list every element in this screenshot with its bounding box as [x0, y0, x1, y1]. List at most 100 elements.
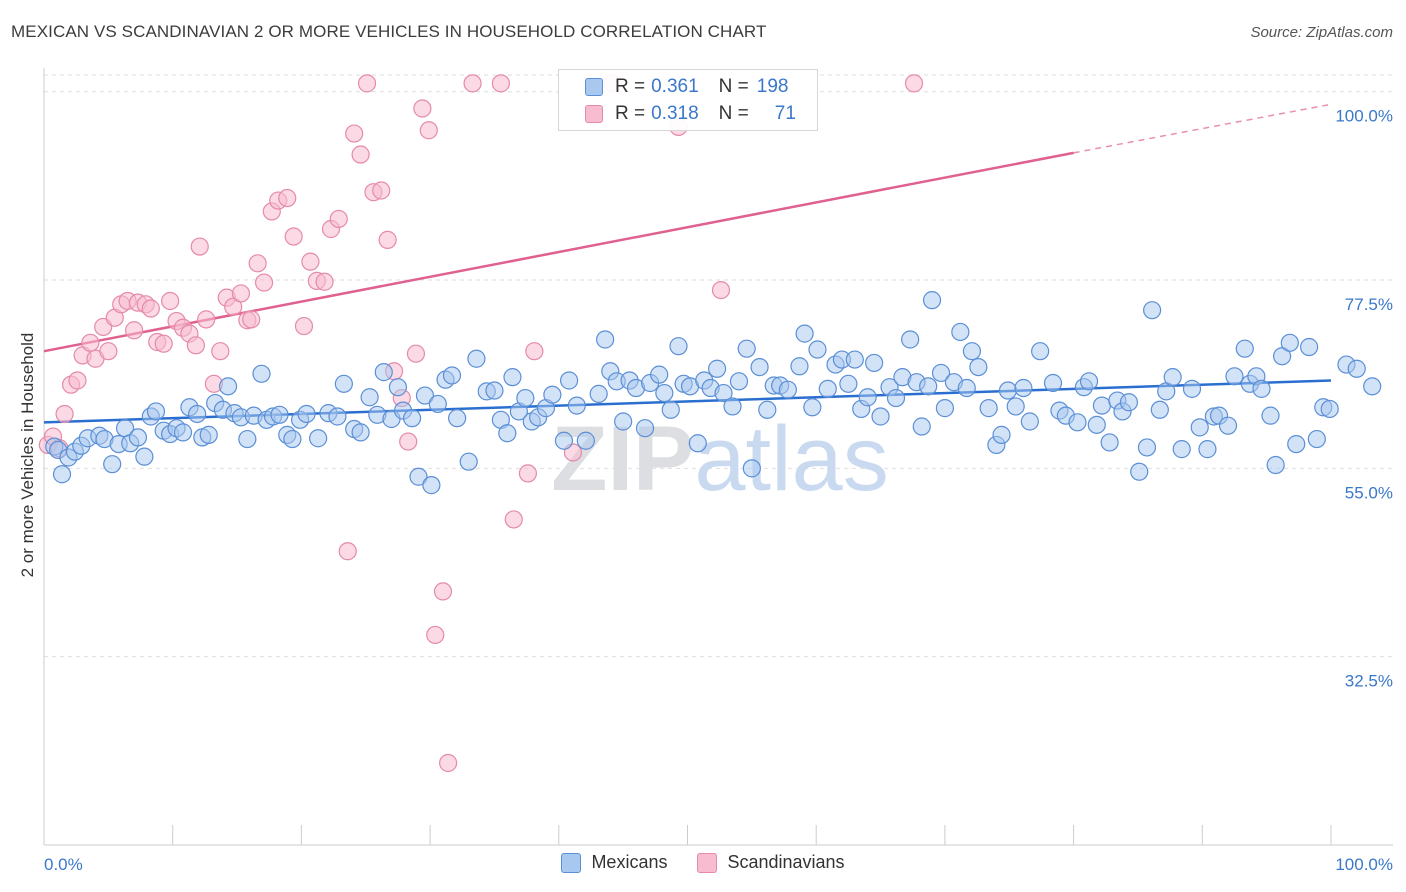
mexican-point: [135, 447, 154, 466]
mexican-point: [442, 366, 462, 385]
mexican-point: [818, 379, 837, 398]
mexican-point: [922, 291, 942, 310]
mexican-point: [1100, 433, 1119, 452]
mexican-point: [199, 425, 218, 444]
mexican-point: [543, 385, 562, 404]
scandinavian-point: [413, 99, 432, 118]
chart-title: MEXICAN VS SCANDINAVIAN 2 OR MORE VEHICL…: [11, 22, 767, 41]
legend-box: R = 0.361 N = 198 R = 0.318 N = 71: [558, 69, 818, 131]
scandinavian-point: [904, 74, 924, 93]
mexican-point: [1163, 368, 1182, 387]
mexican-point: [422, 476, 441, 495]
y-axis-title: 2 or more Vehicles in Household: [18, 333, 37, 578]
mexican-point: [576, 431, 595, 450]
scandinavian-point: [351, 145, 370, 164]
mexican-point: [708, 359, 727, 378]
x-tick-label-min: 0.0%: [44, 855, 83, 874]
mexican-point: [886, 388, 906, 408]
mexican-point: [596, 330, 615, 349]
mexican-point: [1218, 416, 1238, 435]
scandinavian-point: [254, 273, 274, 292]
mexican-point: [1043, 373, 1063, 393]
mexican-point: [173, 423, 193, 442]
scandinavian-point: [248, 254, 267, 273]
mexican-point: [614, 412, 633, 431]
x-tick-labels: 0.0% 100.0%: [44, 855, 1393, 874]
mexican-point: [402, 409, 422, 428]
scandinavian-point: [378, 230, 397, 249]
bottom-legend-scandinavians[interactable]: Scandinavians: [697, 852, 845, 873]
mexican-point: [467, 349, 486, 368]
scandinavian-point: [329, 209, 348, 229]
mexican-point: [309, 429, 328, 448]
scandinavian-point: [278, 188, 297, 208]
mexican-point: [459, 452, 478, 471]
legend-n-value: 198: [756, 76, 789, 97]
mexican-point: [1272, 347, 1292, 366]
watermark-atlas: atlas: [694, 408, 888, 510]
mexican-point: [737, 339, 756, 358]
mexican-point: [1261, 406, 1280, 425]
scandinavian-point: [55, 404, 74, 424]
mexican-point: [374, 363, 393, 382]
mexican-point: [1198, 440, 1217, 459]
mexican-point: [1363, 377, 1382, 396]
mexican-point: [1087, 415, 1106, 434]
scandinavian-point: [154, 334, 173, 353]
scandinavian-point: [124, 321, 144, 340]
mexican-point: [297, 404, 316, 424]
legend-row-scandinavians: R = 0.318 N = 71: [585, 102, 796, 126]
mexican-point: [270, 405, 289, 424]
mexican-point: [778, 380, 797, 399]
mexican-point: [729, 372, 749, 391]
legend-r-label: R =: [615, 103, 646, 124]
mexican-point: [1347, 359, 1366, 378]
bottom-legend-mexicans[interactable]: Mexicans: [561, 852, 667, 873]
source-label: Source: ZipAtlas.com: [1250, 24, 1393, 41]
mexican-point: [238, 429, 257, 449]
mexican-point: [188, 404, 207, 424]
mexican-point: [1119, 393, 1139, 412]
scandinavian-point: [81, 333, 100, 352]
mexican-point: [103, 455, 122, 474]
scandinavian-point: [68, 371, 87, 390]
mexican-point: [218, 377, 238, 396]
mexican-point: [1320, 399, 1339, 419]
mexican-point: [388, 378, 408, 397]
mexican-point: [1020, 412, 1039, 431]
scandinavian-point: [99, 342, 118, 361]
mexican-point: [758, 400, 777, 419]
scandinavian-point: [284, 227, 303, 246]
mexican-point: [1300, 337, 1319, 357]
mexican-point: [1182, 379, 1202, 398]
mexican-point: [919, 377, 938, 396]
mexican-point: [52, 465, 72, 484]
mexican-point: [655, 383, 674, 403]
scandinavian-point: [211, 342, 230, 361]
mexican-point: [485, 381, 504, 400]
mexican-point: [503, 368, 522, 387]
mexican-point: [1225, 367, 1244, 386]
scandinavian-point: [357, 74, 377, 93]
y-tick-label: 100.0%: [1335, 107, 1393, 126]
legend-r-label: R =: [615, 76, 646, 97]
mexican-point: [1280, 333, 1299, 352]
mexican-point: [742, 459, 761, 478]
mexican-point: [1252, 379, 1271, 398]
mexicans-swatch: [585, 78, 603, 96]
y-tick-label: 77.5%: [1345, 295, 1393, 314]
scandinavian-point: [197, 310, 216, 329]
legend-r-value: 0.361: [651, 76, 699, 97]
mexican-point: [962, 342, 982, 361]
mexican-point: [790, 357, 809, 376]
scandinavian-point: [491, 74, 510, 93]
y-tick-label: 32.5%: [1345, 672, 1393, 691]
y-tick-label: 55.0%: [1345, 483, 1393, 502]
mexican-point: [415, 386, 435, 405]
mexican-point: [409, 467, 428, 486]
mexican-point: [839, 374, 858, 393]
mexican-point: [935, 399, 955, 418]
mexican-point: [858, 388, 877, 407]
scandinavians-points: [38, 74, 924, 773]
